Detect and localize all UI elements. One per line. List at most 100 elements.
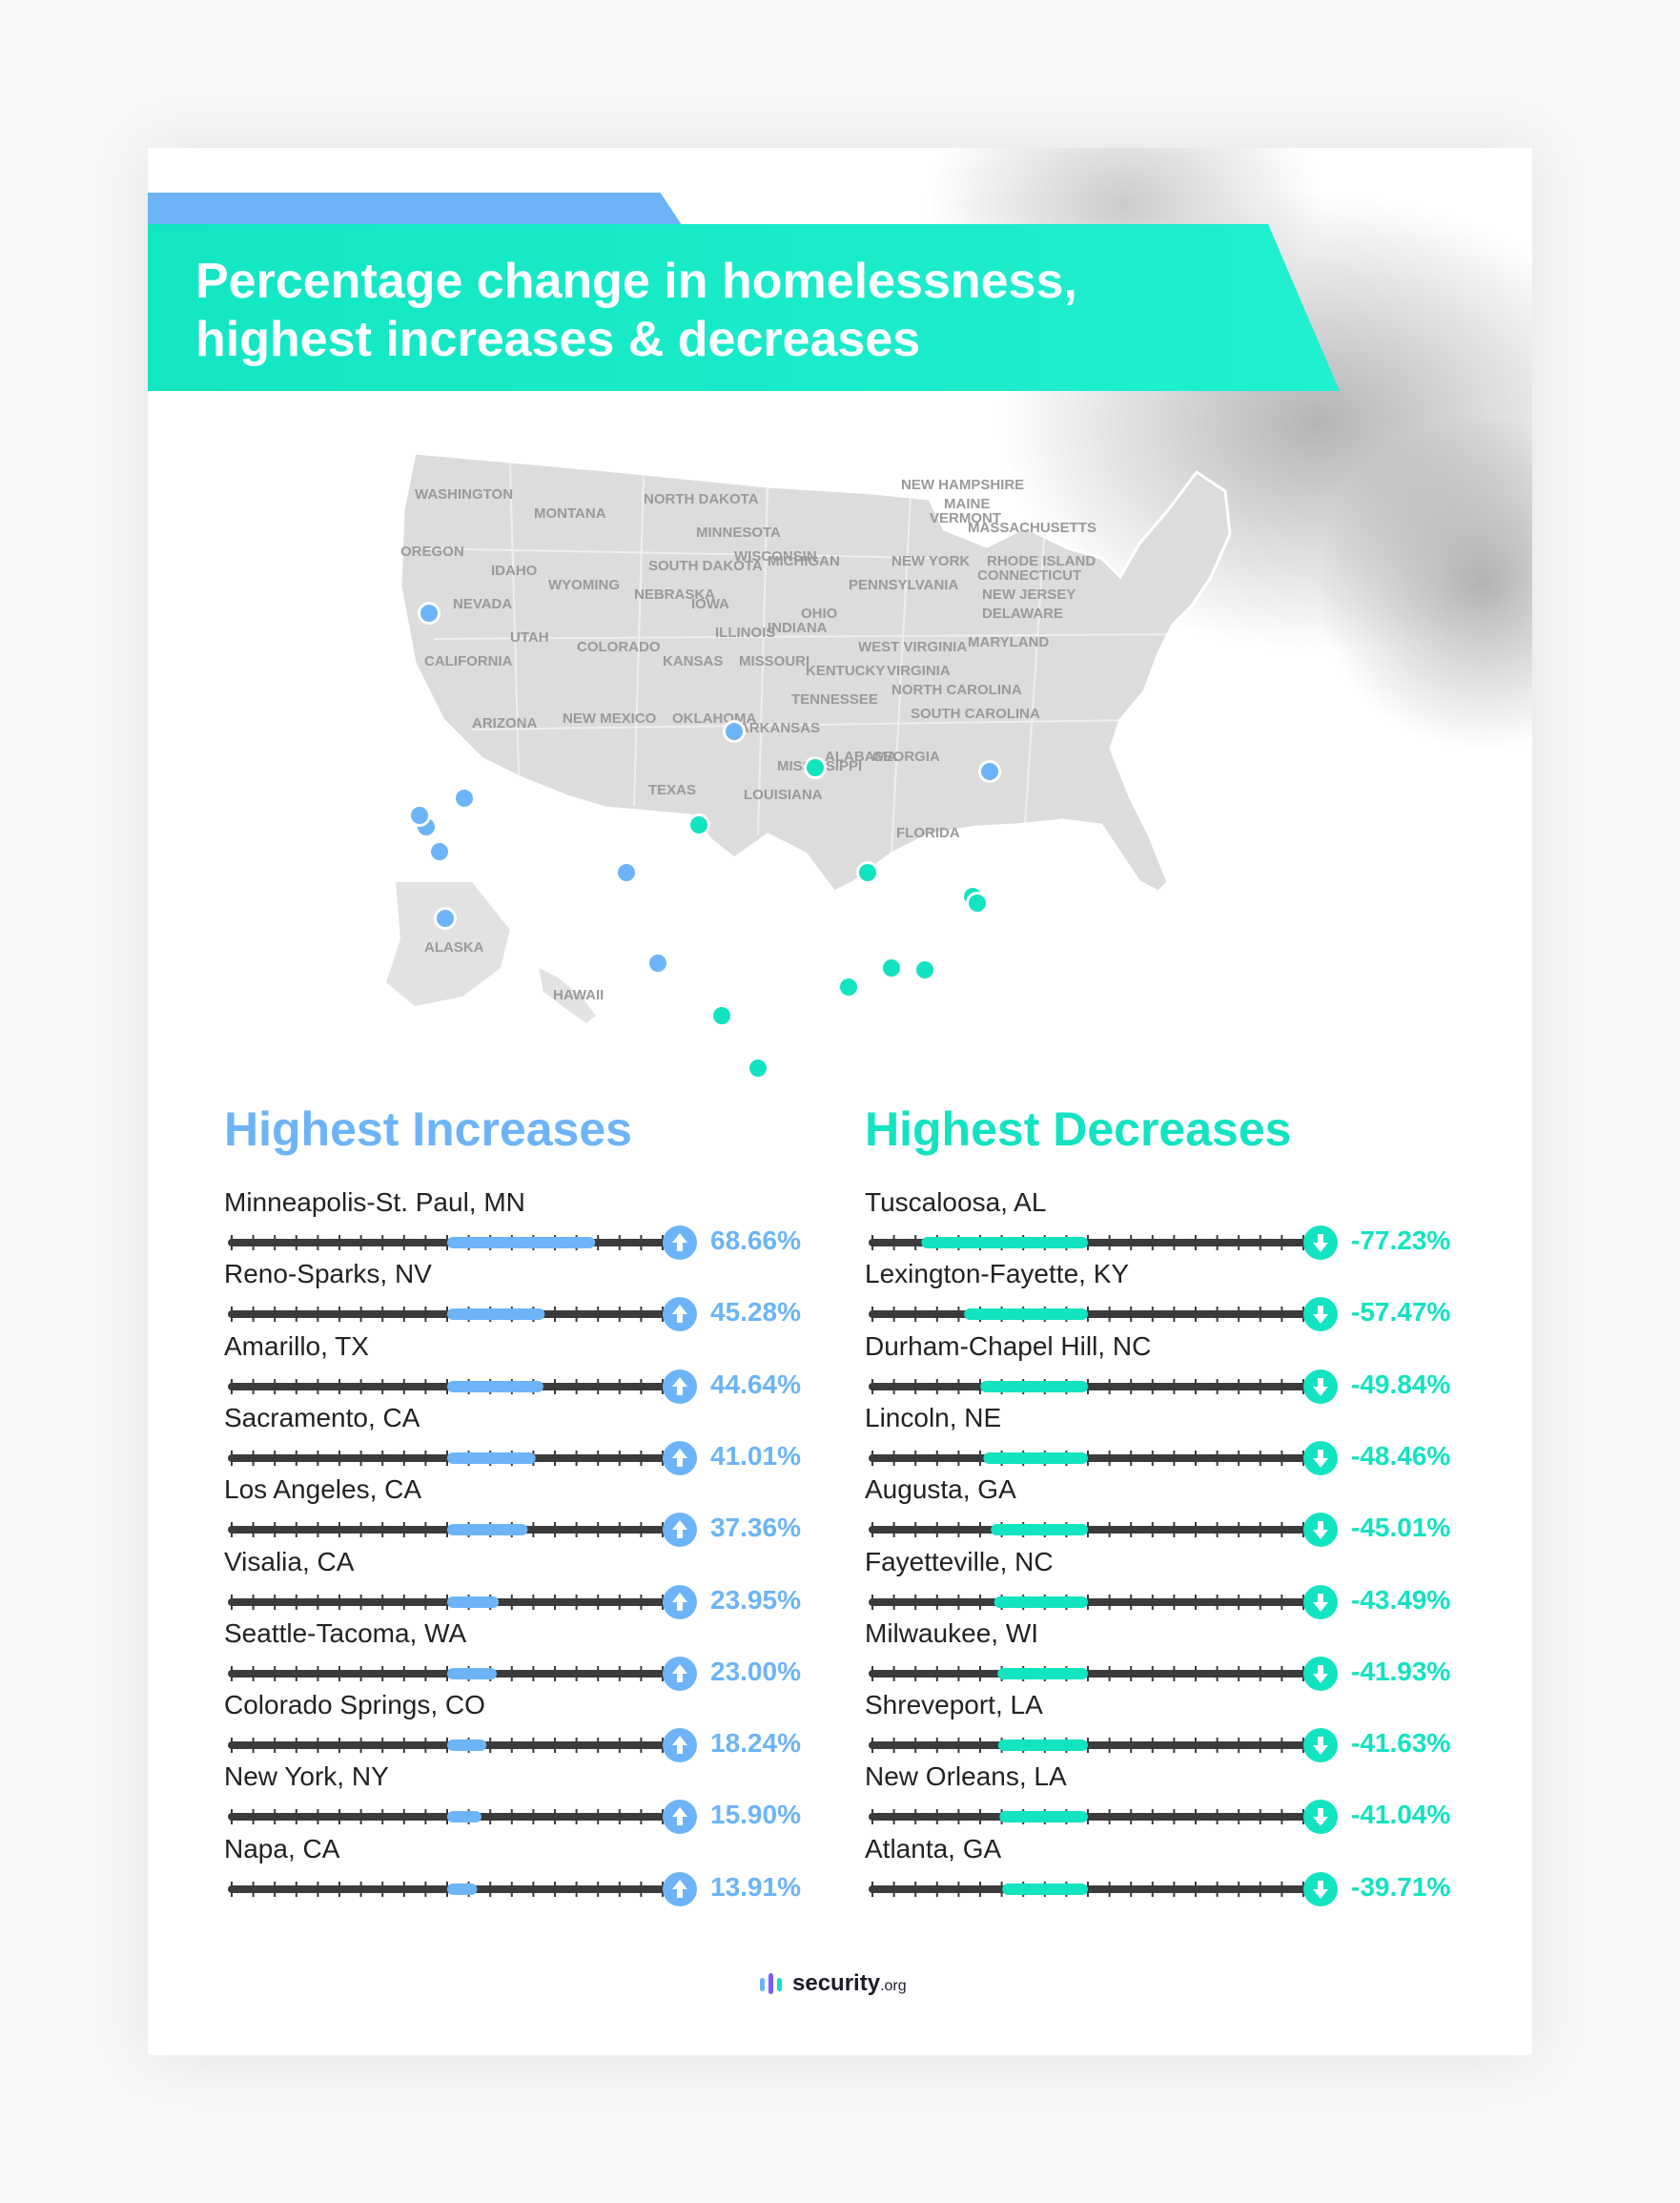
- security-logo-icon: [760, 1973, 782, 1994]
- state-border: [433, 633, 1188, 640]
- state-label: OHIO: [801, 606, 838, 622]
- state-label: NEW MEXICO: [563, 710, 657, 727]
- percent-value: -43.49%: [1351, 1584, 1451, 1615]
- down-arrow-glyph: [1313, 1306, 1328, 1325]
- increase-row: Colorado Springs, CO 18.24%: [224, 1690, 801, 1763]
- city-label: Napa, CA: [224, 1833, 340, 1863]
- bar-track: [224, 1366, 701, 1408]
- percent-value: -41.04%: [1351, 1800, 1451, 1830]
- decrease-city-marker: [966, 892, 989, 915]
- state-border: [509, 462, 521, 807]
- increase-row: Reno-Sparks, NV 45.28%: [224, 1259, 801, 1332]
- state-label: MICHIGAN: [768, 553, 840, 569]
- bar-track: [224, 1509, 701, 1551]
- state-border: [414, 547, 931, 559]
- bar-svg: [869, 1728, 1338, 1763]
- percent-value: -39.71%: [1351, 1871, 1451, 1902]
- us-map-graphic: [386, 451, 1232, 1023]
- up-arrow-glyph: [672, 1520, 687, 1539]
- increase-value-bar: [447, 1883, 478, 1895]
- up-arrow-glyph: [672, 1233, 687, 1251]
- decrease-row: Augusta, GA -45.01%: [865, 1474, 1450, 1548]
- state-label: NEBRASKA: [634, 587, 716, 603]
- decrease-row: Shreveport, LA -41.63%: [865, 1690, 1450, 1763]
- bar-svg: [228, 1440, 697, 1475]
- down-arrow-glyph: [1313, 1449, 1328, 1468]
- decrease-value-bar: [999, 1811, 1088, 1823]
- state-label: CALIFORNIA: [424, 653, 513, 669]
- bar-track: [224, 1293, 701, 1335]
- decrease-city-marker: [856, 861, 879, 884]
- state-label: WASHINGTON: [415, 486, 514, 503]
- increase-row: New York, NY 15.90%: [224, 1761, 801, 1835]
- decrease-city-marker: [837, 976, 860, 999]
- increase-value-bar: [447, 1524, 528, 1536]
- up-arrow-glyph: [672, 1305, 687, 1324]
- increase-city-marker: [408, 804, 431, 827]
- state-label: FLORIDA: [896, 825, 960, 841]
- bar-svg: [869, 1297, 1338, 1332]
- increase-city-marker: [978, 760, 1001, 783]
- percent-value: 23.95%: [710, 1584, 801, 1615]
- state-label: TENNESSEE: [791, 691, 878, 708]
- decrease-value-bar: [964, 1308, 1088, 1321]
- percent-value: -41.63%: [1351, 1728, 1451, 1759]
- decrease-row: Milwaukee, WI -41.93%: [865, 1618, 1450, 1691]
- bar-svg: [869, 1871, 1338, 1906]
- city-label: Sacramento, CA: [224, 1402, 420, 1432]
- state-label: VERMONT: [930, 510, 1001, 526]
- decreases-heading: Highest Decreases: [865, 1102, 1292, 1156]
- decrease-value-bar: [997, 1740, 1088, 1752]
- page-title: Percentage change in homelessness, highe…: [195, 253, 1292, 369]
- down-arrow-glyph: [1313, 1521, 1328, 1540]
- state-label: WEST VIRGINIA: [858, 639, 968, 655]
- bar-svg: [228, 1584, 697, 1619]
- city-label: Durham-Chapel Hill, NC: [865, 1330, 1152, 1361]
- bar-svg: [228, 1656, 697, 1691]
- increase-city-marker: [434, 907, 457, 930]
- increase-row: Sacramento, CA 41.01%: [224, 1402, 801, 1475]
- increase-city-marker: [453, 787, 476, 810]
- bar-track: [224, 1796, 701, 1838]
- state-label: HAWAII: [553, 987, 604, 1003]
- state-border: [757, 485, 768, 835]
- increase-value-bar: [447, 1237, 596, 1248]
- percent-value: 44.64%: [710, 1369, 801, 1399]
- percent-value: 45.28%: [710, 1297, 801, 1328]
- increase-row: Napa, CA 13.91%: [224, 1833, 801, 1906]
- decrease-value-bar: [980, 1380, 1088, 1392]
- bar-svg: [869, 1584, 1338, 1619]
- bar-track: [865, 1437, 1342, 1479]
- percent-value: 18.24%: [710, 1728, 801, 1759]
- state-label: LOUISIANA: [744, 787, 823, 803]
- title-line-2: highest increases & decreases: [195, 312, 921, 367]
- increase-value-bar: [447, 1596, 500, 1608]
- state-label: COLORADO: [577, 639, 661, 655]
- city-label: Lincoln, NE: [865, 1402, 1002, 1432]
- decrease-row: Durham-Chapel Hill, NC -49.84%: [865, 1330, 1450, 1404]
- city-label: Augusta, GA: [865, 1474, 1016, 1505]
- state-label: KANSAS: [663, 653, 724, 669]
- up-arrow-glyph: [672, 1736, 687, 1755]
- up-arrow-glyph: [672, 1448, 687, 1467]
- decrease-row: New Orleans, LA -41.04%: [865, 1761, 1450, 1835]
- bar-track: [224, 1581, 701, 1623]
- decrease-row: Fayetteville, NC -43.49%: [865, 1547, 1450, 1619]
- state-label: VIRGINIA: [887, 663, 951, 679]
- bar-svg: [228, 1513, 697, 1548]
- increase-value-bar: [447, 1740, 487, 1752]
- decrease-value-bar: [983, 1452, 1088, 1464]
- state-label: INDIANA: [768, 620, 828, 636]
- city-label: Reno-Sparks, NV: [224, 1259, 432, 1289]
- bar-svg: [228, 1871, 697, 1906]
- bar-svg: [228, 1297, 697, 1332]
- percent-value: 15.90%: [710, 1800, 801, 1830]
- state-label: CONNECTICUT: [977, 567, 1082, 584]
- city-label: Minneapolis-St. Paul, MN: [224, 1187, 525, 1217]
- city-label: Colorado Springs, CO: [224, 1690, 485, 1720]
- state-border: [633, 476, 645, 807]
- title-band: [148, 224, 1340, 391]
- logo-name: security: [792, 1970, 881, 1996]
- city-label: Seattle-Tacoma, WA: [224, 1617, 467, 1648]
- increase-value-bar: [447, 1667, 497, 1679]
